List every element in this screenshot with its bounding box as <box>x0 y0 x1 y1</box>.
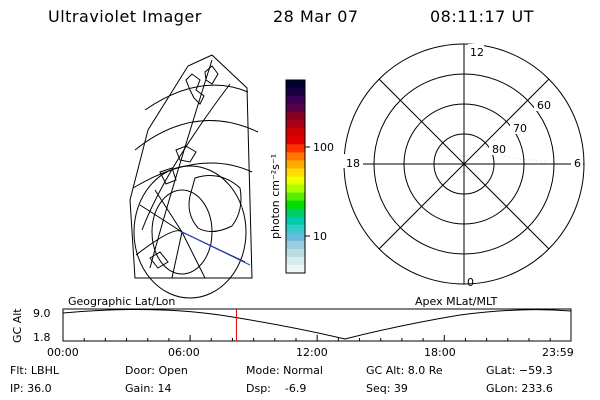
colorbar-cell <box>286 80 305 89</box>
colorbar-cell <box>286 104 305 113</box>
coastline <box>204 65 219 85</box>
info-gc-alt: GC Alt: 8.0 Re <box>366 364 443 377</box>
satellite-track <box>181 231 251 266</box>
coastline <box>175 145 197 163</box>
xtick-06: 06:00 <box>168 346 200 359</box>
coastline <box>185 73 205 105</box>
mlt-label-18: 18 <box>346 157 360 170</box>
colorbar-cell <box>286 240 305 250</box>
aurora-speckle <box>224 205 244 226</box>
mlt-label-6: 6 <box>574 157 581 170</box>
lat-label-60: 60 <box>537 99 551 112</box>
colorbar-tick-100: 100 <box>313 141 334 154</box>
xtick-12: 12:00 <box>296 346 328 359</box>
time-label: 08:11:17 UT <box>430 7 534 26</box>
aurora-speckle <box>504 155 547 163</box>
latitude-ring <box>133 165 247 299</box>
lat-label-80: 80 <box>492 143 506 156</box>
colorbar-cell <box>286 160 305 170</box>
colorbar-cell <box>286 152 305 162</box>
info-dsp: Dsp: -6.9 <box>246 382 307 395</box>
colorbar-cell <box>286 176 305 186</box>
colorbar-cell <box>286 112 305 121</box>
timeline-right-label: Apex MLat/MLT <box>415 295 498 308</box>
coastline <box>159 167 177 185</box>
colorbar-cell <box>286 192 305 202</box>
info-filter: Flt: LBHL <box>10 364 59 377</box>
instrument-title: Ultraviolet Imager <box>48 7 202 26</box>
info-glon: GLon: 233.6 <box>486 382 553 395</box>
timeline-ylabel: GC Alt <box>11 308 24 343</box>
polar-diagonal <box>378 78 550 250</box>
longitude-line <box>154 189 183 233</box>
colorbar-cell <box>286 264 305 274</box>
mlt-label-0: 0 <box>467 276 474 289</box>
colorbar-cell <box>286 136 305 145</box>
info-mode: Mode: Normal <box>246 364 323 377</box>
colorbar-cell <box>286 168 305 178</box>
colorbar-cell <box>286 200 305 210</box>
xtick-2359: 23:59 <box>542 346 574 359</box>
colorbar-cell <box>286 208 305 218</box>
timeline-panel: Geographic Lat/Lon Apex MLat/MLT GC Alt … <box>11 295 574 359</box>
colorbar-cell <box>286 184 305 194</box>
colorbar-cell <box>286 144 305 153</box>
colorbar-cell <box>286 256 305 266</box>
coastline <box>149 251 169 269</box>
longitude-line <box>171 231 183 279</box>
colorbar-cell <box>286 216 305 226</box>
date-label: 28 Mar 07 <box>273 7 359 26</box>
info-glat: GLat: −59.3 <box>486 364 553 377</box>
colorbar-cell <box>286 120 305 129</box>
polar-plot <box>343 43 585 285</box>
colorbar-tick-10: 10 <box>313 230 327 243</box>
xtick-00: 00:00 <box>47 346 79 359</box>
timeline-left-label: Geographic Lat/Lon <box>68 295 175 308</box>
info-ip: IP: 36.0 <box>10 382 52 395</box>
ytick-1-8: 1.8 <box>33 331 51 344</box>
xtick-18: 18:00 <box>424 346 456 359</box>
longitude-line <box>149 59 213 269</box>
info-gain: Gain: 14 <box>125 382 172 395</box>
longitude-line <box>139 204 183 233</box>
color-bar: 100 10 photon cm⁻²s⁻¹ <box>269 79 334 274</box>
polar-labels: 12 18 6 0 60 70 80 <box>343 44 583 289</box>
colorbar-cell <box>286 88 305 97</box>
ytick-9: 9.0 <box>33 307 51 320</box>
colorbar-cell <box>286 96 305 105</box>
colorbar-cell <box>286 232 305 242</box>
longitude-line <box>181 231 206 279</box>
colorbar-cell <box>286 224 305 234</box>
info-seq: Seq: 39 <box>366 382 408 395</box>
longitude-line <box>141 83 231 231</box>
altitude-curve <box>62 308 572 340</box>
colorbar-label: photon cm⁻²s⁻¹ <box>269 154 282 239</box>
info-door: Door: Open <box>125 364 188 377</box>
lat-label-70: 70 <box>513 122 527 135</box>
coastline <box>188 175 242 232</box>
mlt-label-12: 12 <box>470 46 484 59</box>
geographic-map <box>129 54 259 299</box>
image-boundary <box>129 54 253 279</box>
latitude-arc <box>144 84 249 111</box>
colorbar-cell <box>286 248 305 258</box>
colorbar-cell <box>286 128 305 137</box>
latitude-arc <box>132 162 253 189</box>
latitude-arc <box>134 120 259 151</box>
